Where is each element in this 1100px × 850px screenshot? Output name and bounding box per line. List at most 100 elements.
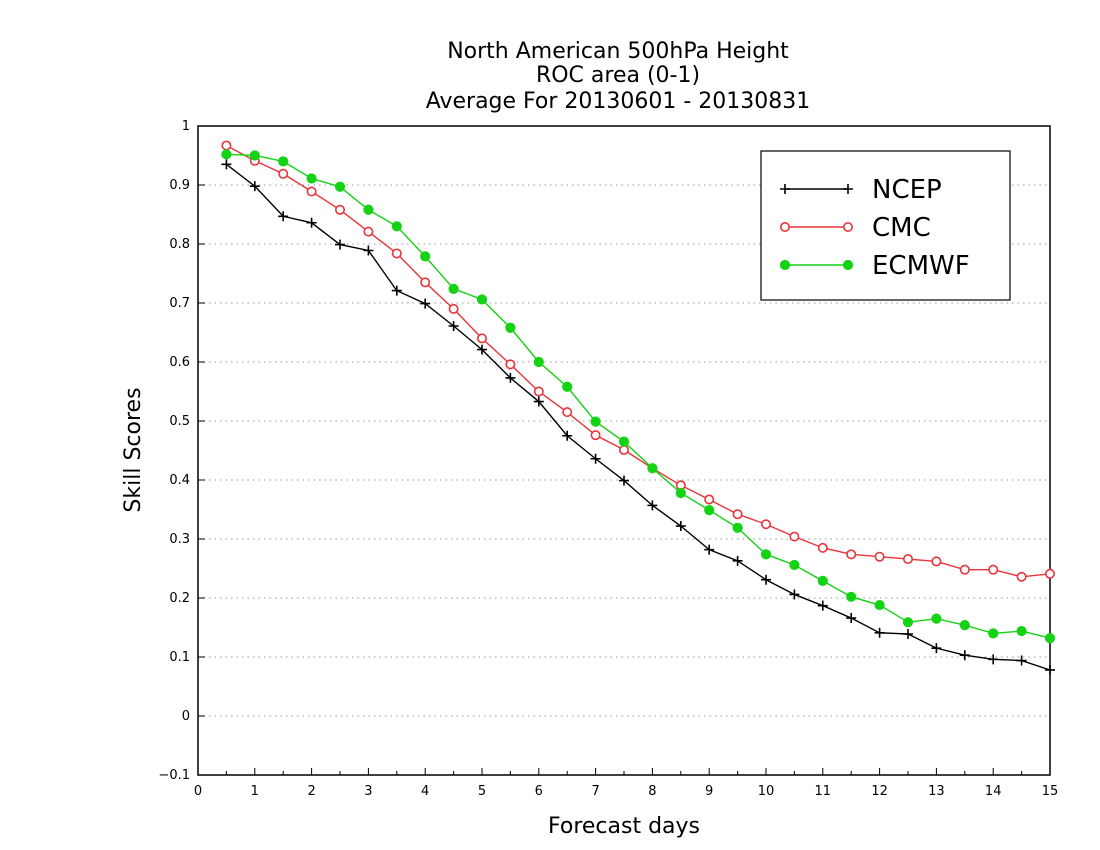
point-ecmwf (760, 549, 772, 560)
point-cmc (760, 519, 771, 530)
point-cmc (902, 554, 913, 565)
point-ncep (874, 627, 885, 638)
legend-marker-cmc (842, 222, 853, 233)
point-ncep (817, 600, 828, 611)
point-ecmwf (221, 149, 232, 160)
x-tick-label: 5 (478, 784, 486, 799)
x-tick-label: 14 (985, 784, 1002, 799)
legend-box (760, 150, 1011, 301)
point-ncep (562, 430, 573, 441)
point-cmc (1016, 571, 1027, 582)
y-tick-label: 0.6 (169, 355, 190, 370)
point-ncep (647, 500, 658, 511)
legend-marker-ecmwf (842, 259, 854, 271)
x-tick-label: 11 (815, 784, 832, 799)
point-ecmwf (1016, 625, 1027, 637)
point-ncep (732, 555, 743, 566)
x-tick-label: 3 (364, 784, 372, 799)
point-ecmwf (846, 591, 857, 602)
point-cmc (562, 407, 573, 418)
point-cmc (363, 226, 374, 237)
point-ecmwf (562, 381, 573, 392)
point-cmc (590, 430, 601, 441)
x-tick-label: 7 (591, 784, 599, 799)
point-cmc (846, 549, 857, 560)
point-cmc (533, 386, 544, 397)
point-cmc (391, 248, 402, 259)
y-tick-label: −0.1 (158, 768, 190, 783)
legend-entry-cmc: CMC (779, 213, 931, 243)
point-ecmwf (675, 487, 686, 499)
series-layer (221, 140, 1056, 675)
y-tick-label: 0.8 (169, 237, 190, 252)
x-tick-label: 8 (648, 784, 656, 799)
point-ncep (363, 245, 374, 256)
y-tick-label: 0.2 (169, 591, 190, 606)
y-tick-label: 0 (182, 709, 190, 724)
x-tick-label: 13 (928, 784, 945, 799)
point-ncep (959, 650, 970, 661)
point-cmc (874, 551, 885, 562)
point-cmc (420, 277, 431, 288)
point-ecmwf (391, 221, 402, 232)
point-ecmwf (817, 575, 828, 586)
legend-marker-ecmwf (779, 259, 791, 271)
point-ncep (789, 589, 800, 600)
point-ncep (761, 574, 771, 585)
point-ecmwf (931, 613, 942, 624)
point-ecmwf (278, 156, 289, 167)
x-tick-label: 1 (251, 784, 259, 799)
legend-marker-cmc (779, 222, 790, 233)
point-ecmwf (618, 436, 630, 447)
chart-subtitle: ROC area (0-1) (536, 63, 700, 88)
series-ncep (221, 159, 1055, 675)
point-ecmwf (789, 559, 800, 571)
point-ncep (846, 613, 857, 624)
x-tick-label: 2 (307, 784, 315, 799)
point-ecmwf (704, 504, 715, 516)
point-ecmwf (874, 599, 885, 611)
chart-title: North American 500hPa Height (447, 39, 789, 64)
point-ncep (505, 372, 516, 383)
legend-marker-ncep (843, 184, 853, 194)
chart-period: Average For 20130601 - 20130831 (426, 89, 811, 114)
point-cmc (618, 444, 629, 455)
point-ecmwf (249, 150, 260, 161)
point-ecmwf (533, 356, 544, 368)
point-cmc (817, 542, 828, 553)
point-ecmwf (363, 204, 374, 215)
point-ncep (391, 285, 402, 296)
y-tick-label: 0.4 (169, 473, 190, 488)
legend-label-cmc: CMC (872, 213, 931, 243)
point-cmc (221, 140, 232, 151)
point-ncep (335, 239, 345, 250)
point-ncep (221, 159, 232, 170)
x-tick-label: 10 (758, 784, 775, 799)
point-ncep (306, 217, 317, 228)
point-ecmwf (590, 416, 601, 427)
legend-marker-ncep (780, 184, 790, 194)
point-ecmwf (988, 628, 999, 639)
legend-label-ecmwf: ECMWF (872, 251, 970, 281)
series-line-ncep (225, 163, 1051, 671)
point-ncep (533, 396, 544, 407)
y-tick-label: 1 (182, 119, 190, 134)
point-cmc (1045, 568, 1056, 579)
point-cmc (476, 333, 487, 344)
point-ecmwf (1044, 633, 1056, 644)
point-ecmwf (647, 463, 658, 474)
point-ecmwf (959, 620, 970, 631)
y-tick-label: 0.7 (169, 296, 190, 311)
point-cmc (931, 556, 942, 567)
point-cmc (789, 531, 800, 542)
x-axis-title: Forecast days (548, 814, 700, 839)
point-cmc (959, 564, 970, 575)
point-ncep (1016, 655, 1027, 666)
x-tick-label: 9 (705, 784, 713, 799)
x-axis: 0 1 2 3 4 5 6 7 8 9 10 11 12 13 14 15 (194, 768, 1058, 799)
point-ncep (931, 643, 942, 654)
point-ncep (278, 211, 289, 222)
point-cmc (988, 564, 999, 575)
legend: NCEP CMC ECMWF (760, 150, 1011, 301)
point-cmc (448, 303, 459, 314)
